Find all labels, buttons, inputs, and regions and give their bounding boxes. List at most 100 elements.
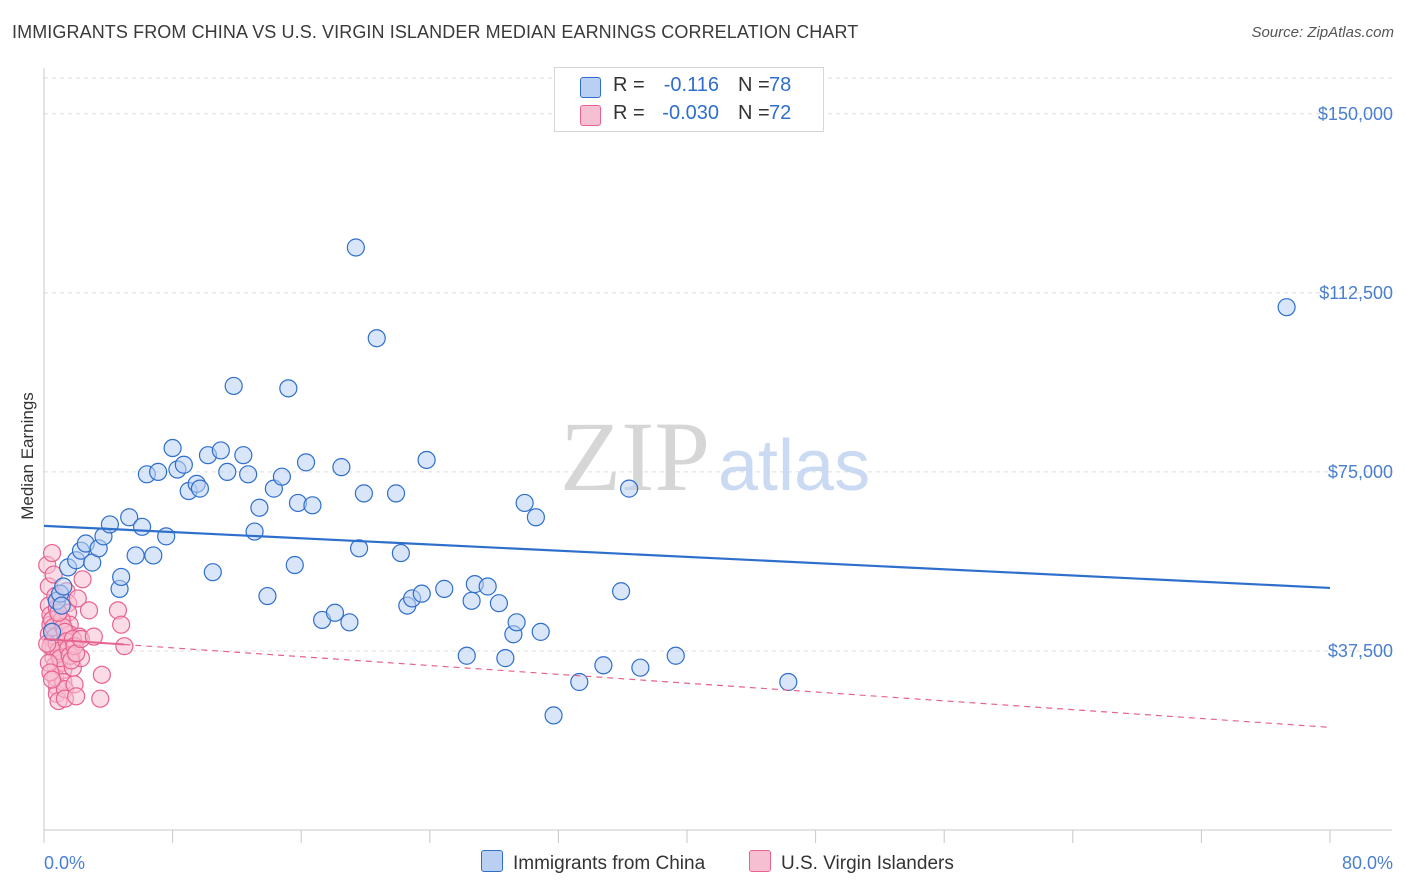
virgin-islanders-point-66 [84,627,103,646]
legend-row-virgin-islanders: R = -0.030 N = 72 [555,100,823,128]
legend-r-value: -0.030 [662,102,719,124]
x-tick-label-max: 80.0% [1342,853,1393,873]
china-point-49 [346,238,365,257]
china-point-78 [779,672,798,692]
chart-title: IMMIGRANTS FROM CHINA VS U.S. VIRGIN ISL… [12,22,859,42]
trend-lines [43,524,1331,728]
china-point-47 [332,458,351,477]
trend-line-virgin-islanders-solid [43,638,125,646]
watermark-atlas: atlas [718,426,870,506]
china-point-34 [239,465,258,484]
china-point-37 [258,586,277,606]
china-point-46 [325,603,345,622]
trend-line-china [43,524,1331,590]
china-point-52 [367,329,386,348]
legend-label-virgin-islanders: U.S. Virgin Islanders [781,853,954,874]
legend-r-label: R = [613,102,645,124]
china-point-43 [296,453,316,472]
x-tick-label-min: 0.0% [44,853,85,873]
china-point-14 [112,567,131,587]
china-point-41 [285,555,304,575]
china-point-24 [174,455,193,474]
y-axis-label: Median Earnings [18,392,37,520]
trend-line-virgin-islanders-dashed [124,643,1331,728]
china-point-17 [132,517,152,536]
series-china [42,238,1296,725]
china-point-29 [203,563,222,582]
axes [43,68,1392,843]
china-point-27 [190,479,210,498]
china-point-48 [340,613,359,632]
china-point-77 [666,646,685,665]
virgin-islanders-point-65 [79,601,99,620]
china-point-64 [489,594,509,613]
legend-swatch-blue [580,77,601,98]
legend-n-label: N = [738,102,770,124]
china-point-70 [531,622,550,641]
china-point-68 [515,493,534,513]
china-point-54 [391,543,410,563]
virgin-islanders-point-67 [91,689,110,708]
china-point-75 [620,479,639,498]
virgin-islanders-point-36 [67,687,86,706]
y-tick-label-1: $75,000 [1328,462,1393,482]
virgin-islanders-point-70 [112,615,131,634]
china-point-60 [457,646,476,665]
y-tick-label-3: $150,000 [1318,104,1393,124]
china-point-58 [417,450,436,470]
legend-n-label: N = [738,74,770,96]
china-point-76 [631,658,650,677]
china-point-35 [245,522,264,541]
source-note: Source: ZipAtlas.com [1251,24,1394,41]
gridlines [44,77,1392,652]
virgin-islanders-point-71 [115,637,134,656]
china-point-15 [120,508,139,527]
y-tick-label-2: $112,500 [1319,283,1393,303]
virgin-islanders-point-40 [73,570,92,589]
correlation-legend: R = -0.116 N = 78 R = -0.030 N = 72 [554,67,824,132]
virgin-islanders-point-62 [42,670,62,689]
china-point-59 [435,579,454,598]
china-point-67 [507,613,526,632]
china-point-16 [126,546,145,565]
legend-swatch-blue [481,850,503,872]
china-point-22 [163,438,182,458]
china-point-73 [594,656,613,675]
legend-item-china[interactable]: Immigrants from China [481,850,705,875]
legend-item-virgin-islanders[interactable]: U.S. Virgin Islanders [749,850,954,875]
china-point-3 [52,596,71,615]
china-point-30 [211,441,230,460]
china-point-36 [250,498,269,517]
china-point-19 [144,546,163,565]
legend-row-china: R = -0.116 N = 78 [555,72,823,100]
virgin-islanders-point-68 [92,665,111,684]
series-legend: Immigrants from China U.S. Virgin Island… [0,850,1406,878]
china-point-74 [611,582,631,601]
legend-r-value: -0.116 [663,74,719,96]
china-point-44 [303,496,322,515]
virgin-islanders-point-37 [68,589,87,608]
china-point-65 [496,649,515,668]
legend-r-label: R = [613,74,645,96]
china-point-71 [544,706,563,725]
china-point-72 [570,672,589,692]
china-point-57 [412,584,431,603]
china-point-53 [386,484,406,503]
legend-n-value: 78 [769,74,792,96]
china-point-31 [218,462,237,482]
legend-swatch-pink [580,105,601,126]
china-point-51 [354,484,373,503]
china-point-61 [462,591,481,610]
china-point-20 [149,462,168,482]
y-tick-label-0: $37,500 [1328,641,1393,661]
legend-n-value: 72 [769,102,792,124]
china-point-63 [478,577,497,596]
legend-swatch-pink [749,850,771,872]
china-point-32 [224,376,243,396]
china-point-33 [234,446,253,465]
virgin-islanders-point-15 [44,565,63,584]
legend-label-china: Immigrants from China [513,853,706,874]
china-point-4 [54,577,73,596]
china-point-39 [272,467,292,486]
